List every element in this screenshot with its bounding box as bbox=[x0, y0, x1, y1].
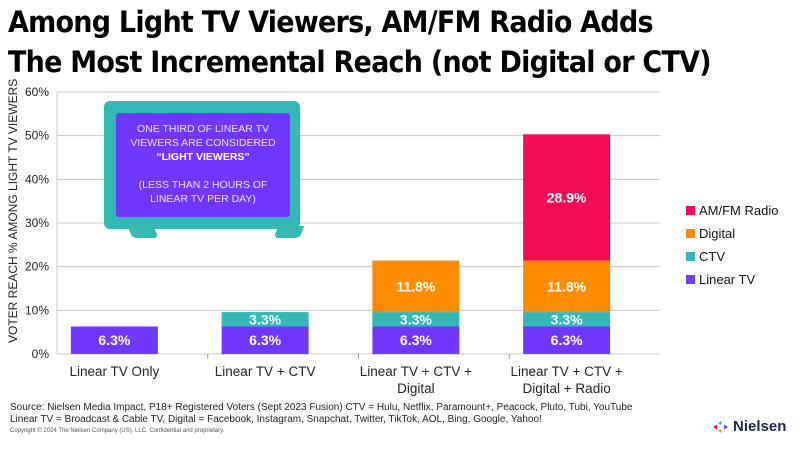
x-tick-label: Linear TV + CTV + bbox=[360, 364, 472, 379]
bar-segment-linear-tv bbox=[70, 326, 158, 354]
callout-line-4: (LESS THAN 2 HOURS OF bbox=[138, 179, 268, 191]
legend-item: Digital bbox=[686, 222, 778, 245]
data-label: 6.3% bbox=[98, 332, 130, 348]
x-tick-label: Linear TV + CTV + bbox=[510, 364, 622, 379]
data-label: 11.8% bbox=[396, 278, 435, 294]
x-tick-label: Linear TV + CTV bbox=[215, 364, 316, 379]
tv-callout: ONE THIRD OF LINEAR TV VIEWERS ARE CONSI… bbox=[104, 101, 300, 229]
bar-segment-ctv bbox=[221, 312, 309, 327]
data-label: 6.3% bbox=[400, 332, 432, 348]
legend-label: CTV bbox=[699, 249, 725, 264]
callout-line-2: VIEWERS ARE CONSIDERED bbox=[130, 137, 276, 149]
chart-title: Among Light TV Viewers, AM/FM Radio Adds… bbox=[8, 2, 743, 82]
y-tick-label: 40% bbox=[25, 172, 49, 186]
data-label: 28.9% bbox=[547, 189, 587, 205]
data-label: 3.3% bbox=[249, 311, 281, 327]
callout-line-3: “LIGHT VIEWERS” bbox=[116, 150, 290, 164]
bar-segment-digital bbox=[523, 260, 611, 313]
bar-segment-am-fm-radio bbox=[523, 134, 611, 261]
chart-legend: AM/FM Radio Digital CTV Linear TV bbox=[686, 199, 778, 291]
y-tick-label: 60% bbox=[25, 85, 49, 99]
y-axis-label: VOTER REACH % AMONG LIGHT TV VIEWERS bbox=[6, 78, 20, 343]
tv-leg-left bbox=[127, 226, 159, 238]
legend-swatch bbox=[686, 229, 695, 238]
data-label: 6.3% bbox=[249, 332, 281, 348]
callout-line-1: ONE THIRD OF LINEAR TV bbox=[136, 123, 270, 135]
bar-segment-digital bbox=[372, 260, 460, 313]
legend-swatch bbox=[686, 206, 695, 215]
bar-segment-linear-tv bbox=[523, 326, 611, 354]
legend-label: Digital bbox=[699, 226, 736, 241]
x-tick-label: Linear TV Only bbox=[69, 364, 159, 379]
legend-swatch bbox=[686, 252, 695, 261]
y-tick-label: 0% bbox=[32, 347, 50, 361]
bar-segment-ctv bbox=[372, 312, 460, 327]
tv-callout-screen: ONE THIRD OF LINEAR TV VIEWERS ARE CONSI… bbox=[116, 113, 290, 217]
data-label: 6.3% bbox=[551, 332, 583, 348]
source-note: Source: Nielsen Media Impact, P18+ Regis… bbox=[10, 402, 632, 426]
bar-segment-linear-tv bbox=[372, 326, 460, 354]
callout-line-5: LINEAR TV PER DAY) bbox=[150, 193, 256, 205]
x-tick-label: Digital bbox=[397, 381, 435, 396]
copyright-note: Copyright © 2024 The Nielsen Company (US… bbox=[10, 428, 225, 434]
legend-label: AM/FM Radio bbox=[699, 203, 779, 218]
source-line-1: Source: Nielsen Media Impact, P18+ Regis… bbox=[10, 402, 633, 413]
legend-item: Linear TV bbox=[686, 268, 778, 291]
legend-item: AM/FM Radio bbox=[686, 199, 778, 222]
legend-label: Linear TV bbox=[699, 272, 756, 287]
bar-segment-ctv bbox=[523, 312, 611, 327]
data-label: 3.3% bbox=[551, 311, 583, 327]
nielsen-logo-icon bbox=[713, 420, 728, 433]
data-label: 11.8% bbox=[547, 278, 586, 294]
nielsen-logo: Nielsen bbox=[713, 418, 786, 435]
legend-item: CTV bbox=[686, 245, 778, 268]
source-line-2: Linear TV = Broadcast & Cable TV, Digita… bbox=[10, 414, 542, 425]
y-tick-label: 20% bbox=[25, 260, 49, 274]
x-tick-label: Digital + Radio bbox=[523, 381, 611, 396]
tv-leg-right bbox=[273, 226, 305, 238]
callout-highlight: “LIGHT VIEWERS” bbox=[156, 151, 250, 163]
y-tick-label: 50% bbox=[25, 129, 49, 143]
nielsen-logo-text: Nielsen bbox=[733, 418, 787, 435]
bar-segment-linear-tv bbox=[221, 326, 309, 354]
title-line-2: The Most Incremental Reach (not Digital … bbox=[8, 45, 712, 79]
y-tick-label: 10% bbox=[25, 303, 49, 317]
data-label: 3.3% bbox=[400, 311, 432, 327]
callout-spacer bbox=[116, 164, 290, 178]
title-line-1: Among Light TV Viewers, AM/FM Radio Adds bbox=[8, 5, 654, 39]
y-tick-label: 30% bbox=[25, 216, 49, 230]
legend-swatch bbox=[686, 275, 695, 284]
